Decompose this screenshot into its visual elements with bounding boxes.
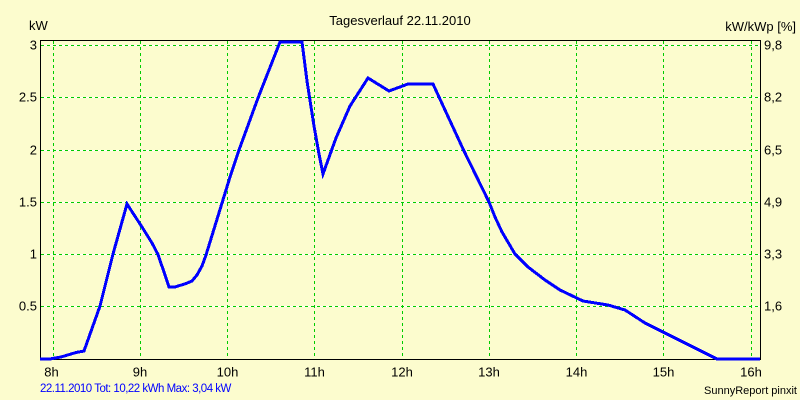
- svg-text:Tagesverlauf 22.11.2010: Tagesverlauf 22.11.2010: [329, 13, 470, 28]
- svg-text:3,3: 3,3: [764, 247, 782, 262]
- svg-text:6,5: 6,5: [764, 143, 782, 158]
- svg-text:22.11.2010 Tot: 10,22 kWh Max:: 22.11.2010 Tot: 10,22 kWh Max: 3,04 kW: [40, 383, 232, 395]
- svg-text:15h: 15h: [653, 365, 675, 380]
- svg-text:2.5: 2.5: [19, 90, 37, 105]
- svg-text:SunnyReport pinxit: SunnyReport pinxit: [704, 385, 797, 397]
- svg-text:8h: 8h: [44, 365, 58, 380]
- svg-text:1: 1: [30, 247, 37, 262]
- svg-text:16h: 16h: [740, 365, 762, 380]
- svg-text:1.5: 1.5: [19, 195, 37, 210]
- svg-text:8,2: 8,2: [764, 90, 782, 105]
- svg-text:13h: 13h: [478, 365, 500, 380]
- svg-text:1,6: 1,6: [764, 299, 782, 314]
- svg-text:9,8: 9,8: [764, 38, 782, 53]
- svg-text:14h: 14h: [566, 365, 588, 380]
- svg-text:0.5: 0.5: [19, 299, 37, 314]
- svg-text:4,9: 4,9: [764, 195, 782, 210]
- svg-text:10h: 10h: [217, 365, 239, 380]
- svg-text:12h: 12h: [391, 365, 413, 380]
- svg-text:2: 2: [30, 143, 37, 158]
- svg-text:11h: 11h: [304, 365, 325, 380]
- svg-text:kW/kWp [%]: kW/kWp [%]: [725, 19, 796, 34]
- svg-text:3: 3: [30, 38, 37, 53]
- svg-text:9h: 9h: [133, 365, 147, 380]
- svg-text:kW: kW: [29, 18, 49, 33]
